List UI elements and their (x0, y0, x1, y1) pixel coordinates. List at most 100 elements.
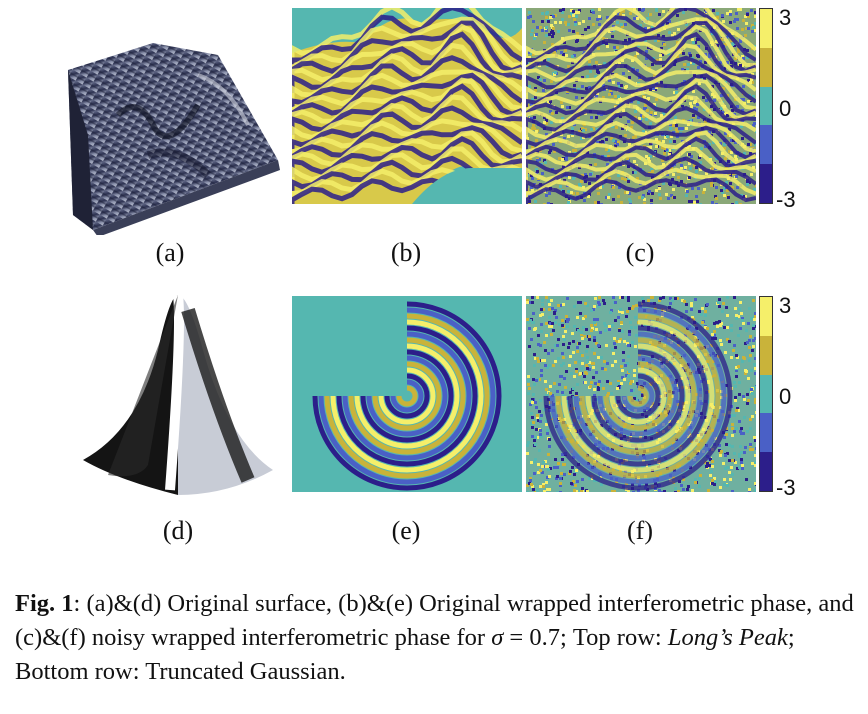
noise-pixel (696, 200, 699, 203)
noise-pixel (575, 370, 578, 373)
noise-pixel (571, 61, 574, 64)
noise-pixel (526, 484, 529, 487)
noise-pixel (670, 194, 673, 197)
noise-pixel (582, 20, 585, 23)
noise-pixel (749, 448, 752, 451)
noise-pixel (622, 351, 625, 354)
noise-pixel (573, 489, 576, 492)
noise-pixel (719, 406, 722, 409)
noise-pixel (668, 31, 671, 34)
noise-pixel (581, 76, 584, 79)
noise-pixel (540, 374, 543, 377)
noise-pixel (527, 16, 530, 19)
noise-pixel (607, 149, 610, 152)
noise-pixel (540, 330, 543, 333)
noise-pixel (567, 201, 570, 204)
noise-pixel (704, 326, 707, 329)
caption-sigma: σ (491, 624, 504, 651)
phase-fringe (292, 125, 522, 163)
noise-pixel (671, 34, 674, 37)
noise-pixel (628, 333, 631, 336)
noise-pixel (662, 65, 665, 68)
noise-pixel (674, 297, 677, 300)
noise-pixel (736, 407, 739, 410)
noise-pixel (663, 43, 666, 46)
noise-pixel (654, 307, 657, 310)
noise-pixel (754, 482, 756, 485)
noise-pixel (634, 326, 637, 329)
noise-pixel (650, 111, 653, 114)
noise-pixel (561, 324, 564, 327)
noise-pixel (554, 321, 557, 324)
noise-pixel (636, 382, 639, 385)
noise-pixel (543, 41, 546, 44)
noise-pixel (599, 141, 602, 144)
noise-pixel (671, 178, 674, 181)
noise-pixel (721, 310, 724, 313)
noise-pixel (625, 459, 628, 462)
noise-pixel (612, 186, 615, 189)
noise-pixel (601, 185, 604, 188)
noise-pixel (548, 475, 551, 478)
noise-pixel (642, 348, 645, 351)
noise-pixel (605, 42, 608, 45)
noise-pixel (739, 327, 742, 330)
noise-pixel (675, 87, 678, 90)
noise-pixel (726, 189, 729, 192)
noise-pixel (612, 198, 615, 201)
noise-pixel (631, 307, 634, 310)
noise-pixel (752, 345, 755, 348)
noise-pixel (745, 478, 748, 481)
noise-pixel (574, 21, 577, 24)
noise-pixel (723, 147, 726, 150)
noise-pixel (618, 310, 621, 313)
noise-pixel (754, 464, 756, 467)
noise-pixel (741, 55, 744, 58)
noise-pixel (531, 189, 534, 192)
noise-pixel (664, 136, 667, 139)
noise-pixel (612, 25, 615, 28)
noise-pixel (736, 105, 739, 108)
noise-pixel (609, 311, 612, 314)
noise-pixel (697, 187, 700, 190)
noise-pixel (532, 53, 535, 56)
noise-pixel (577, 11, 580, 14)
noise-pixel (659, 54, 662, 57)
noise-pixel (592, 127, 595, 130)
noise-pixel (723, 194, 726, 197)
noise-pixel (750, 78, 753, 81)
phase-fringe (526, 73, 756, 121)
noise-pixel (529, 479, 532, 482)
phase-ring (567, 325, 709, 467)
noise-pixel (687, 63, 690, 66)
noise-pixel (733, 452, 736, 455)
noise-pixel (536, 489, 539, 492)
noise-pixel (623, 378, 626, 381)
phase-fringe (526, 21, 756, 79)
noise-pixel (677, 28, 680, 31)
noise-pixel (592, 11, 595, 14)
noise-pixel (673, 91, 676, 94)
noise-pixel (747, 377, 750, 380)
noise-pixel (734, 57, 737, 60)
noise-pixel (700, 147, 703, 150)
noise-pixel (562, 356, 565, 359)
noise-pixel (660, 428, 663, 431)
noise-pixel (642, 130, 645, 133)
noise-pixel (621, 376, 624, 379)
noise-pixel (632, 136, 635, 139)
noise-pixel (748, 346, 751, 349)
noise-pixel (629, 200, 632, 203)
noise-pixel (586, 356, 589, 359)
noise-pixel (696, 452, 699, 455)
noise-pixel (637, 489, 640, 492)
noise-pixel (563, 377, 566, 380)
noise-pixel (676, 420, 679, 423)
noise-pixel (632, 171, 635, 174)
noise-pixel (680, 164, 683, 167)
noise-pixel (585, 423, 588, 426)
noise-pixel (583, 51, 586, 54)
noise-pixel (658, 193, 661, 196)
noise-pixel (750, 173, 753, 176)
noise-pixel (668, 153, 671, 156)
